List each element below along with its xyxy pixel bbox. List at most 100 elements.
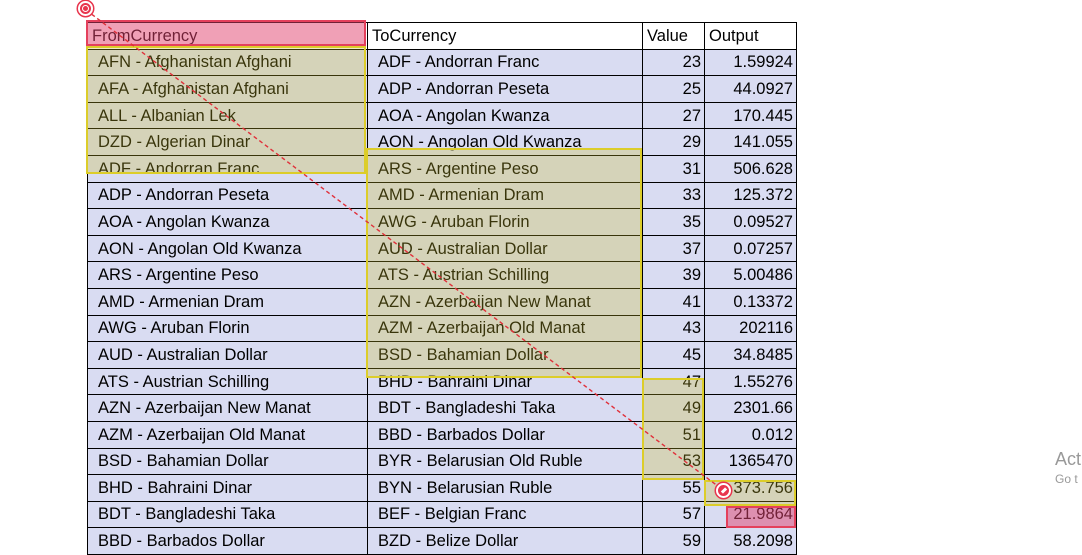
cell-from-currency[interactable]: ARS - Argentine Peso (87, 261, 368, 289)
cell-value[interactable]: 45 (642, 341, 705, 369)
cell-output[interactable]: 5.00486 (704, 261, 797, 289)
cell-to-currency[interactable]: BHD - Bahraini Dinar (367, 367, 643, 396)
cell-to-currency[interactable]: ADF - Andorran Franc (367, 48, 643, 77)
cell-from-currency[interactable]: AUD - Australian Dollar (87, 341, 368, 369)
cell-value[interactable]: 23 (642, 48, 705, 77)
cell-value[interactable]: 37 (642, 234, 705, 263)
cell-output[interactable]: 170.445 (704, 101, 797, 130)
cell-output[interactable]: 44.0927 (704, 75, 797, 103)
cell-value[interactable]: 31 (642, 154, 705, 183)
cell-value[interactable]: 41 (642, 287, 705, 316)
cell-output[interactable]: 21.9864 (704, 500, 797, 529)
cell-to-currency[interactable]: AUD - Australian Dollar (367, 234, 643, 263)
cell-output[interactable]: 1.59924 (704, 48, 797, 77)
cell-to-currency[interactable]: BZD - Belize Dollar (367, 527, 643, 555)
cell-to-currency[interactable]: ARS - Argentine Peso (367, 154, 643, 183)
cell-to-currency[interactable]: BYR - Belarusian Old Ruble (367, 447, 643, 476)
cell-value[interactable]: 43 (642, 314, 705, 343)
drag-end-pin-icon (716, 483, 731, 498)
cell-value[interactable]: 57 (642, 500, 705, 529)
table-row: AMD - Armenian Dram AZN - Azerbaijan New … (87, 287, 797, 316)
cell-value[interactable]: 33 (642, 181, 705, 210)
cell-to-currency[interactable]: BSD - Bahamian Dollar (367, 341, 643, 369)
cell-value[interactable]: 29 (642, 128, 705, 156)
table-row: ARS - Argentine Peso ATS - Austrian Schil… (87, 261, 797, 289)
cell-output[interactable]: 34.8485 (704, 341, 797, 369)
cell-from-currency[interactable]: AOA - Angolan Kwanza (87, 208, 368, 236)
cell-from-currency[interactable]: AZN - Azerbaijan New Manat (87, 394, 368, 422)
cell-value[interactable]: 53 (642, 447, 705, 476)
header-value[interactable]: Value (642, 22, 705, 50)
cell-to-currency[interactable]: ADP - Andorran Peseta (367, 75, 643, 103)
cell-to-currency[interactable]: BEF - Belgian Franc (367, 500, 643, 529)
header-row: FromCurrency ToCurrency Value Output (87, 22, 797, 50)
cell-value[interactable]: 47 (642, 367, 705, 396)
cell-value[interactable]: 39 (642, 261, 705, 289)
cell-from-currency[interactable]: AWG - Aruban Florin (87, 314, 368, 343)
cell-to-currency[interactable]: ATS - Austrian Schilling (367, 261, 643, 289)
watermark-line-1: Act (1055, 449, 1082, 469)
table-row: ALL - Albanian Lek AOA - Angolan Kwanza 27… (87, 101, 797, 130)
cell-from-currency[interactable]: AMD - Armenian Dram (87, 287, 368, 316)
table-row: BHD - Bahraini Dinar BYN - Belarusian Rub… (87, 474, 797, 502)
table-row: AUD - Australian Dollar BSD - Bahamian Do… (87, 341, 797, 369)
cell-to-currency[interactable]: BYN - Belarusian Ruble (367, 474, 643, 502)
cell-output[interactable]: 2301.66 (704, 394, 797, 422)
table-row: BSD - Bahamian Dollar BYR - Belarusian Ol… (87, 447, 797, 476)
table-row: AON - Angolan Old Kwanza AUD - Australian… (87, 234, 797, 263)
cell-output[interactable]: 0.07257 (704, 234, 797, 263)
cell-from-currency[interactable]: ADF - Andorran Franc (87, 154, 368, 183)
cell-to-currency[interactable]: AON - Angolan Old Kwanza (367, 128, 643, 156)
cell-from-currency[interactable]: BDT - Bangladeshi Taka (87, 500, 368, 529)
table-row: AOA - Angolan Kwanza AWG - Aruban Florin 3… (87, 208, 797, 236)
cell-output[interactable]: 1365470 (704, 447, 797, 476)
cell-to-currency[interactable]: BDT - Bangladeshi Taka (367, 394, 643, 422)
cell-to-currency[interactable]: AWG - Aruban Florin (367, 208, 643, 236)
header-from-currency[interactable]: FromCurrency (87, 22, 368, 50)
cell-from-currency[interactable]: BBD - Barbados Dollar (87, 527, 368, 555)
cell-from-currency[interactable]: ATS - Austrian Schilling (87, 367, 368, 396)
header-to-currency[interactable]: ToCurrency (367, 22, 643, 50)
cell-output[interactable]: 125.372 (704, 181, 797, 210)
cell-from-currency[interactable]: BSD - Bahamian Dollar (87, 447, 368, 476)
table-row: AFN - Afghanistan Afghani ADF - Andorran … (87, 48, 797, 77)
cell-output[interactable]: 58.2098 (704, 527, 797, 555)
cell-from-currency[interactable]: AON - Angolan Old Kwanza (87, 234, 368, 263)
cell-from-currency[interactable]: ALL - Albanian Lek (87, 101, 368, 130)
cell-from-currency[interactable]: BHD - Bahraini Dinar (87, 474, 368, 502)
cell-from-currency[interactable]: AFN - Afghanistan Afghani (87, 48, 368, 77)
table-row: AFA - Afghanistan Afghani ADP - Andorran … (87, 75, 797, 103)
cell-value[interactable]: 25 (642, 75, 705, 103)
cell-value[interactable]: 55 (642, 474, 705, 502)
table-row: BBD - Barbados Dollar BZD - Belize Dollar… (87, 527, 797, 555)
table-row: AZM - Azerbaijan Old Manat BBD - Barbados… (87, 420, 797, 449)
table-row: AZN - Azerbaijan New Manat BDT - Banglade… (87, 394, 797, 422)
header-output[interactable]: Output (704, 22, 797, 50)
cell-value[interactable]: 49 (642, 394, 705, 422)
cell-output[interactable]: 141.055 (704, 128, 797, 156)
cell-output[interactable]: 0.012 (704, 420, 797, 449)
cell-output[interactable]: 0.09527 (704, 208, 797, 236)
cell-from-currency[interactable]: DZD - Algerian Dinar (87, 128, 368, 156)
table-row: AWG - Aruban Florin AZM - Azerbaijan Old … (87, 314, 797, 343)
cell-to-currency[interactable]: AMD - Armenian Dram (367, 181, 643, 210)
table-row: ATS - Austrian Schilling BHD - Bahraini D… (87, 367, 797, 396)
cell-output[interactable]: 202116 (704, 314, 797, 343)
cell-to-currency[interactable]: BBD - Barbados Dollar (367, 420, 643, 449)
cell-from-currency[interactable]: AZM - Azerbaijan Old Manat (87, 420, 368, 449)
cell-to-currency[interactable]: AZM - Azerbaijan Old Manat (367, 314, 643, 343)
table-row: ADF - Andorran Franc ARS - Argentine Peso… (87, 154, 797, 183)
cell-value[interactable]: 51 (642, 420, 705, 449)
cell-value[interactable]: 59 (642, 527, 705, 555)
cell-from-currency[interactable]: ADP - Andorran Peseta (87, 181, 368, 210)
table-row: DZD - Algerian Dinar AON - Angolan Old Kw… (87, 128, 797, 156)
cell-value[interactable]: 35 (642, 208, 705, 236)
cell-output[interactable]: 506.628 (704, 154, 797, 183)
cell-output[interactable]: 1.55276 (704, 367, 797, 396)
cell-output[interactable]: 0.13372 (704, 287, 797, 316)
cell-to-currency[interactable]: AOA - Angolan Kwanza (367, 101, 643, 130)
cell-to-currency[interactable]: AZN - Azerbaijan New Manat (367, 287, 643, 316)
activate-windows-watermark: Act Go t (1055, 448, 1081, 488)
cell-value[interactable]: 27 (642, 101, 705, 130)
cell-from-currency[interactable]: AFA - Afghanistan Afghani (87, 75, 368, 103)
